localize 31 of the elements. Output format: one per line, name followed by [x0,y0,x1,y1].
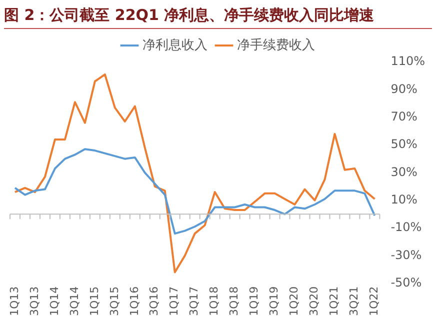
y-tick-label: 110% [390,54,426,68]
x-tick-label: 1Q20 [288,286,301,316]
y-tick-label: 90% [390,82,418,96]
x-tick-label: 1Q21 [328,286,341,316]
x-tick-label: 1Q14 [48,286,61,316]
x-tick-label: 3Q20 [308,286,321,316]
y-tick-label: 10% [390,192,418,206]
y-tick-label: 30% [390,164,418,179]
x-tick-label: 3Q18 [228,286,241,316]
legend-label: 净手续费收入 [237,38,315,53]
x-tick-label: 1Q19 [248,286,261,316]
x-tick-label: 3Q19 [268,286,281,316]
x-tick-label: 3Q21 [348,286,361,316]
x-tick-label: 3Q17 [188,286,201,316]
y-tick-label: -50% [390,275,422,290]
x-tick-label: 1Q15 [88,286,101,316]
y-tick-label: 70% [390,109,418,124]
y-tick-label: 50% [390,137,418,152]
x-tick-label: 3Q16 [148,286,161,316]
x-tick-label: 1Q13 [8,286,21,316]
legend-label: 净利息收入 [142,38,208,53]
x-tick-label: 1Q16 [128,286,141,316]
x-tick-label: 1Q17 [168,286,181,316]
x-tick-label: 3Q14 [68,286,81,316]
x-tick-label: 1Q18 [208,286,221,316]
x-tick-label: 3Q15 [108,286,121,316]
x-tick-label: 3Q13 [28,286,41,316]
chart-title: 图 2：公司截至 22Q1 净利息、净手续费收入同比增速 [3,5,376,26]
y-tick-label: -30% [390,248,422,262]
x-tick-label: 1Q22 [368,286,381,316]
y-tick-label: -10% [390,220,422,234]
